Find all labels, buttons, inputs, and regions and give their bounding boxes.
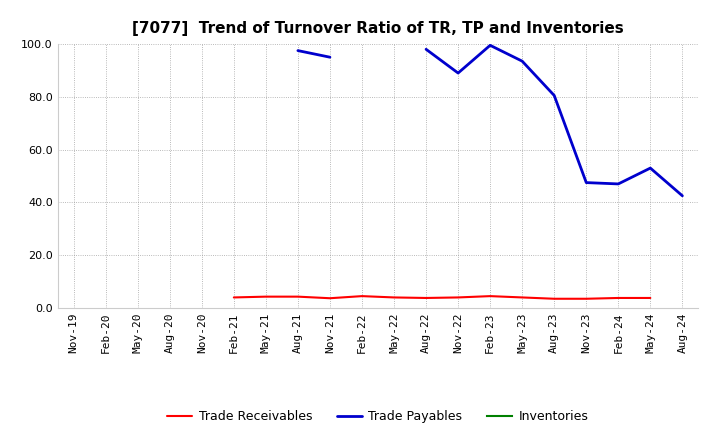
Line: Trade Payables: Trade Payables [298,51,330,57]
Trade Receivables [646,295,654,301]
Legend: Trade Receivables, Trade Payables, Inventories: Trade Receivables, Trade Payables, Inven… [163,406,593,429]
Trade Receivables [550,296,559,301]
Trade Payables [325,55,334,60]
Trade Receivables [518,295,526,300]
Trade Payables [294,48,302,53]
Trade Receivables [422,295,431,301]
Trade Receivables [261,294,270,299]
Trade Receivables [390,295,398,300]
Trade Receivables [325,296,334,301]
Trade Receivables [614,295,623,301]
Trade Receivables [486,293,495,299]
Title: [7077]  Trend of Turnover Ratio of TR, TP and Inventories: [7077] Trend of Turnover Ratio of TR, TP… [132,21,624,36]
Trade Receivables [582,296,590,301]
Trade Receivables [294,294,302,299]
Trade Receivables [358,293,366,299]
Line: Trade Receivables: Trade Receivables [234,296,650,299]
Trade Receivables [230,295,238,300]
Trade Receivables [454,295,462,300]
